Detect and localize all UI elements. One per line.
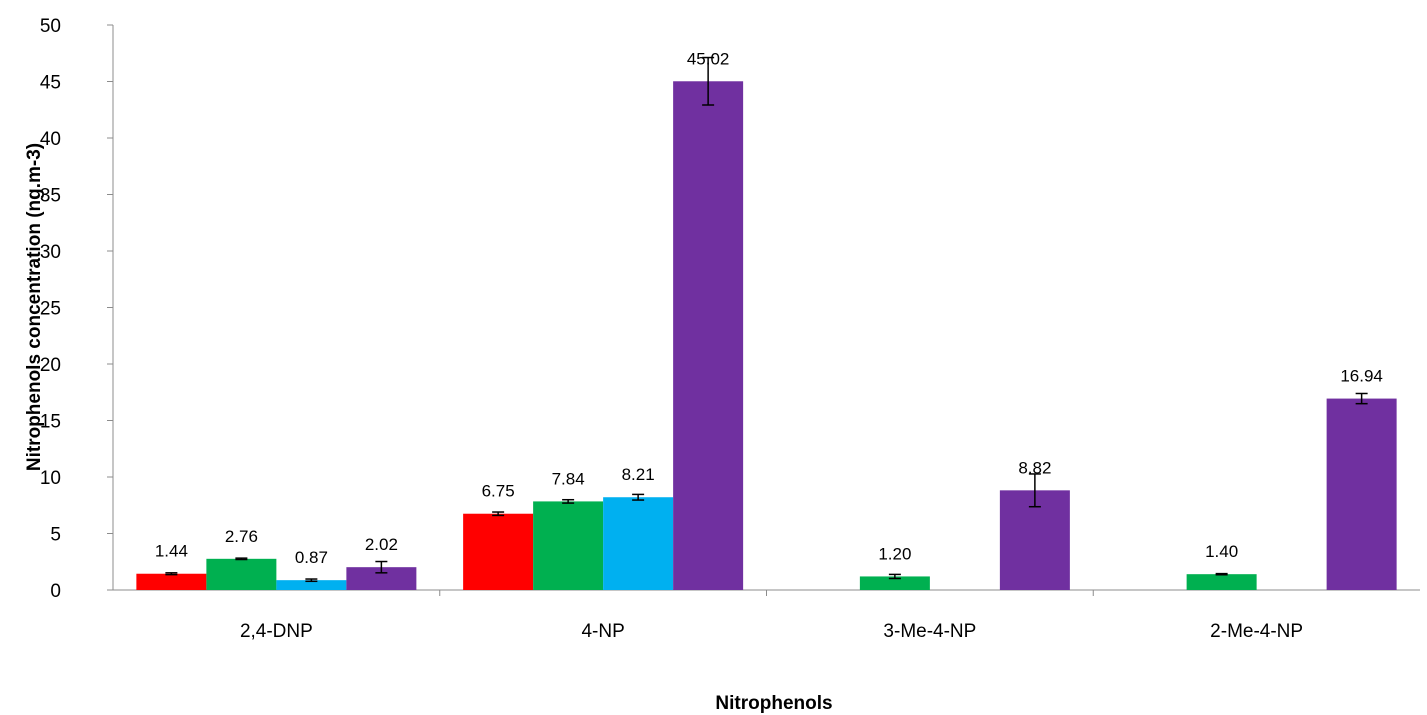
- y-tick-label: 5: [50, 525, 61, 546]
- bar: [1186, 574, 1257, 590]
- data-label: 7.84: [552, 469, 585, 488]
- bar: [276, 580, 347, 590]
- bar: [859, 576, 930, 590]
- data-label: 2.02: [365, 535, 398, 554]
- y-tick-label: 45: [40, 73, 61, 94]
- bar: [463, 513, 534, 590]
- bar: [136, 573, 207, 590]
- y-tick-label: 20: [40, 355, 61, 376]
- data-label: 1.44: [155, 542, 188, 561]
- y-tick-label: 30: [40, 242, 61, 263]
- data-label: 0.87: [295, 548, 328, 567]
- y-tick-label: 40: [40, 129, 61, 150]
- data-label: 1.20: [878, 544, 911, 563]
- x-tick-label: 2,4-DNP: [240, 621, 313, 642]
- data-label: 45.02: [687, 49, 730, 68]
- x-tick-label: 2-Me-4-NP: [1210, 621, 1303, 642]
- y-axis-title: Nitrophenols concentration (ng.m-3): [24, 143, 45, 471]
- bar: [206, 558, 277, 590]
- data-label: 6.75: [482, 482, 515, 501]
- data-label: 1.40: [1205, 542, 1238, 561]
- bar: [533, 501, 604, 590]
- plot-area: 0 5 10 15 20 25 30 35 40 45 50 2,4-DNP 1.44 2.76 0.87 2…: [40, 16, 1420, 642]
- y-tick-label: 25: [40, 299, 61, 320]
- x-tick-label: 4-NP: [581, 621, 624, 642]
- bar: [1326, 398, 1397, 590]
- y-tick-label: 15: [40, 412, 61, 433]
- y-tick-label: 0: [50, 581, 61, 602]
- x-tick-label: 3-Me-4-NP: [883, 621, 976, 642]
- y-tick-label: 35: [40, 186, 61, 207]
- data-label: 2.76: [225, 527, 258, 546]
- y-tick-label: 50: [40, 16, 61, 37]
- data-label: 16.94: [1340, 367, 1383, 386]
- x-axis-title: Nitrophenols: [715, 693, 832, 714]
- data-label: 8.21: [622, 465, 655, 484]
- data-label: 8.82: [1018, 458, 1051, 477]
- y-tick-label: 10: [40, 468, 61, 489]
- bar: [346, 567, 417, 590]
- bar: [673, 81, 744, 591]
- bar: [603, 497, 674, 590]
